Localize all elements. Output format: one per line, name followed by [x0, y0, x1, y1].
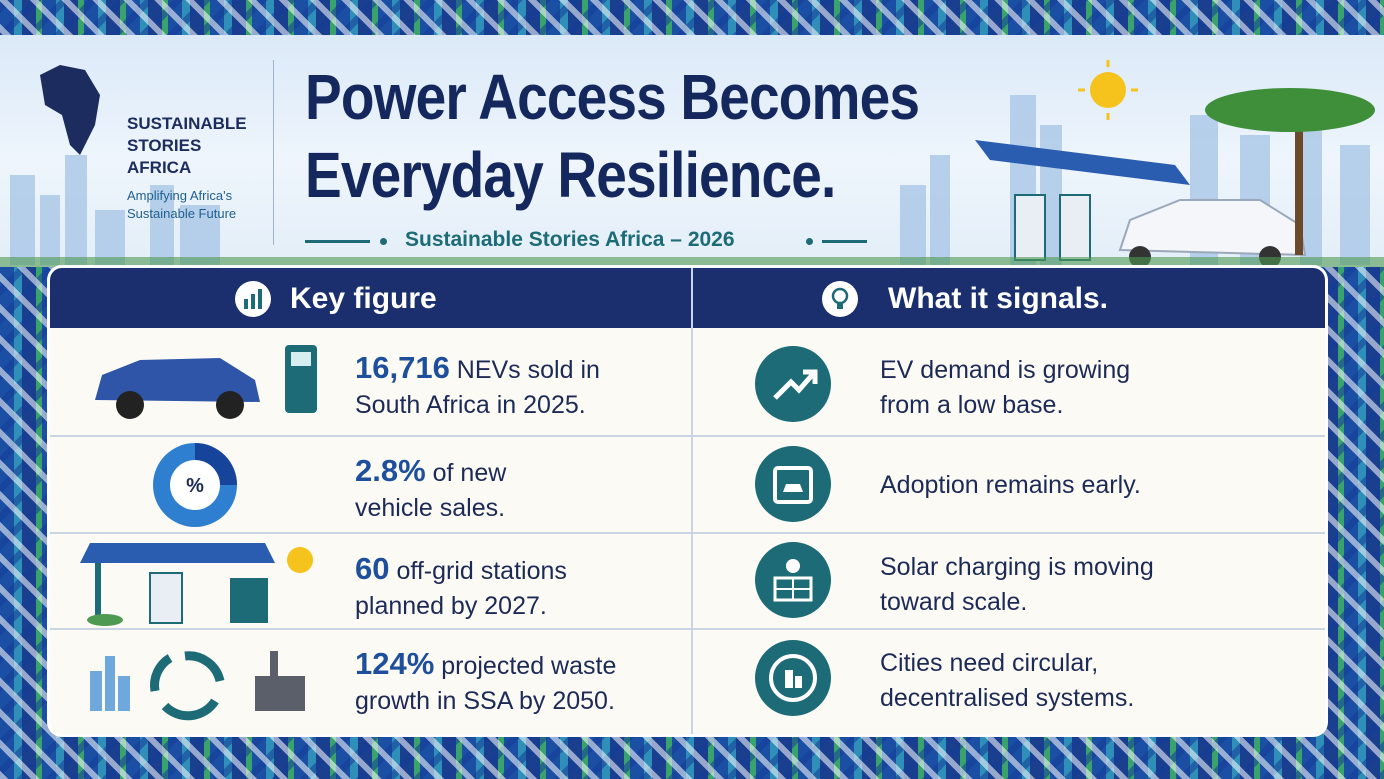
brand-line: STORIES — [127, 136, 202, 155]
figure-text: of new — [432, 459, 507, 487]
recycle-icon — [90, 651, 305, 721]
trend-icon — [755, 346, 831, 422]
figure-line: 60 off-grid stations — [355, 551, 567, 589]
row-divider — [50, 435, 1325, 437]
title-line: Everyday Resilience. — [305, 139, 836, 211]
brand-line: SUSTAINABLE — [127, 114, 247, 133]
solar-icon — [755, 542, 831, 618]
signal-line: Adoption remains early. — [880, 471, 1141, 499]
rule — [305, 240, 370, 243]
figure-line: 124% projected waste — [355, 646, 616, 684]
ev-car-icon — [95, 345, 317, 419]
figure-line: 16,716 NEVs sold in — [355, 350, 600, 388]
signal-line: toward scale. — [880, 588, 1028, 616]
dot — [806, 238, 813, 245]
brand-line: AFRICA — [127, 158, 192, 177]
calendar-icon — [755, 446, 831, 522]
column-header: Key figure — [50, 268, 691, 328]
row-divider — [50, 628, 1325, 630]
header-scenery — [0, 60, 1384, 267]
figure-text: projected waste — [441, 652, 617, 680]
signal-line: Solar charging is moving — [880, 553, 1154, 581]
figure-cell: 2.8% of new vehicle sales. — [355, 453, 506, 526]
bulb-icon — [822, 281, 858, 317]
column-title: Key figure — [290, 282, 437, 315]
svg-text:%: % — [186, 475, 204, 497]
title: Power Access Becomes Everyday Resilience… — [305, 58, 920, 214]
pie-icon: % — [153, 443, 237, 527]
tagline-line: Amplifying Africa's — [127, 188, 233, 203]
signal-cell: Cities need circular, decentralised syst… — [880, 646, 1134, 716]
solar-station-icon — [80, 543, 313, 626]
figure-text: off-grid stations — [396, 557, 567, 585]
brand-name: SUSTAINABLE STORIES AFRICA — [127, 113, 247, 179]
dot — [380, 238, 387, 245]
signal-cell: Adoption remains early. — [880, 468, 1141, 503]
signal-line: EV demand is growing — [880, 356, 1131, 384]
figure-value: 124% — [355, 646, 435, 681]
figure-value: 16,716 — [355, 350, 450, 385]
figure-cell: 124% projected waste growth in SSA by 20… — [355, 646, 616, 719]
signal-cell: EV demand is growing from a low base. — [880, 353, 1130, 423]
brand-tagline: Amplifying Africa's Sustainable Future — [127, 187, 236, 223]
figure-value: 60 — [355, 551, 390, 586]
signal-line: from a low base. — [880, 391, 1064, 419]
signal-line: decentralised systems. — [880, 684, 1135, 712]
figure-cell: 16,716 NEVs sold in South Africa in 2025… — [355, 350, 600, 423]
figure-line: vehicle sales. — [355, 494, 506, 522]
title-line: Power Access Becomes — [305, 61, 920, 133]
tagline-line: Sustainable Future — [127, 206, 237, 221]
divider — [273, 60, 274, 245]
circular-city-icon — [755, 640, 831, 716]
figure-line: 2.8% of new — [355, 453, 506, 491]
figure-line: planned by 2027. — [355, 592, 547, 620]
header-band: SUSTAINABLE STORIES AFRICA Amplifying Af… — [0, 35, 1384, 267]
signal-line: Cities need circular, — [880, 649, 1099, 677]
column-title: What it signals. — [888, 282, 1109, 315]
figure-line: growth in SSA by 2050. — [355, 687, 615, 715]
figure-cell: 60 off-grid stations planned by 2027. — [355, 551, 567, 624]
rule — [822, 240, 867, 243]
table-panel: Key figure What it signals. % — [50, 268, 1325, 734]
figure-value: 2.8% — [355, 453, 426, 488]
figure-line: South Africa in 2025. — [355, 391, 586, 419]
subtitle: Sustainable Stories Africa – 2026 — [405, 228, 735, 251]
signal-cell: Solar charging is moving toward scale. — [880, 550, 1154, 620]
column-divider — [691, 268, 693, 734]
column-header: What it signals. — [693, 268, 1325, 328]
figure-text: NEVs sold in — [456, 356, 600, 384]
row-divider — [50, 532, 1325, 534]
chart-icon — [235, 281, 271, 317]
